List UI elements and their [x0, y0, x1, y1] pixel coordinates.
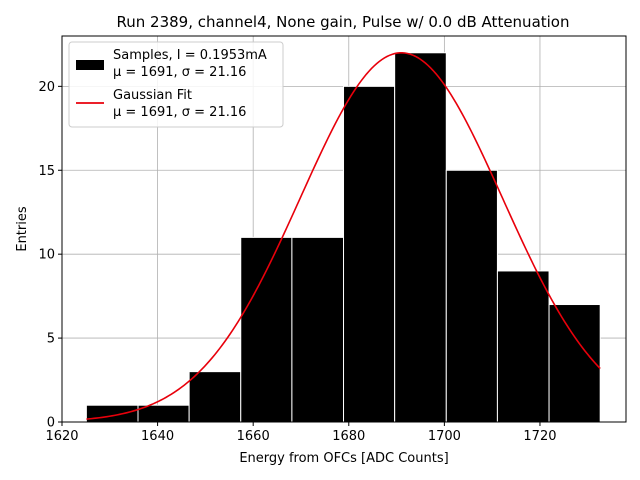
gaussian-fit-curve: [86, 51, 601, 420]
legend: Samples, I = 0.1953mA μ = 1691, σ = 21.1…: [68, 41, 284, 128]
histogram-bar: [548, 304, 601, 423]
histogram-bar: [394, 52, 447, 423]
x-tick-label: 1620: [45, 429, 78, 444]
histogram-bar: [240, 236, 293, 423]
y-tick-label: 10: [38, 248, 55, 263]
x-tick-label: 1680: [332, 429, 365, 444]
legend-samples-stats: μ = 1691, σ = 21.16: [113, 65, 246, 80]
histogram-bar: [343, 85, 396, 423]
chart-title: Run 2389, channel4, None gain, Pulse w/ …: [117, 13, 570, 31]
x-tick-label: 1660: [237, 429, 270, 444]
plot-frame: [61, 35, 627, 423]
legend-samples-label: Samples, I = 0.1953mA: [113, 48, 267, 63]
histogram-bars: [85, 52, 601, 423]
x-axis-ticks: 1620 1640 1660 1680 1700 1720: [45, 422, 557, 444]
x-tick-label: 1700: [428, 429, 461, 444]
x-axis-label: Energy from OFCs [ADC Counts]: [239, 451, 448, 466]
y-axis-label: Entries: [15, 206, 30, 252]
histogram-bar: [291, 236, 345, 423]
histogram-bar: [85, 404, 139, 423]
histogram-bar: [496, 270, 550, 423]
legend-fit-label: Gaussian Fit: [113, 88, 192, 103]
gaussian-fit: [86, 51, 601, 420]
histogram-bar: [188, 371, 242, 423]
y-tick-label: 15: [38, 164, 55, 179]
y-tick-label: 0: [47, 416, 55, 431]
legend-fit-stats: μ = 1691, σ = 21.16: [113, 105, 246, 120]
legend-samples-swatch: [76, 60, 104, 70]
y-tick-label: 5: [47, 332, 55, 347]
y-axis-ticks: 0 5 10 15 20: [38, 80, 62, 431]
legend-box: [68, 41, 284, 128]
histogram-bar: [445, 169, 498, 423]
x-tick-label: 1720: [523, 429, 556, 444]
y-tick-label: 20: [38, 80, 55, 95]
x-tick-label: 1640: [141, 429, 174, 444]
